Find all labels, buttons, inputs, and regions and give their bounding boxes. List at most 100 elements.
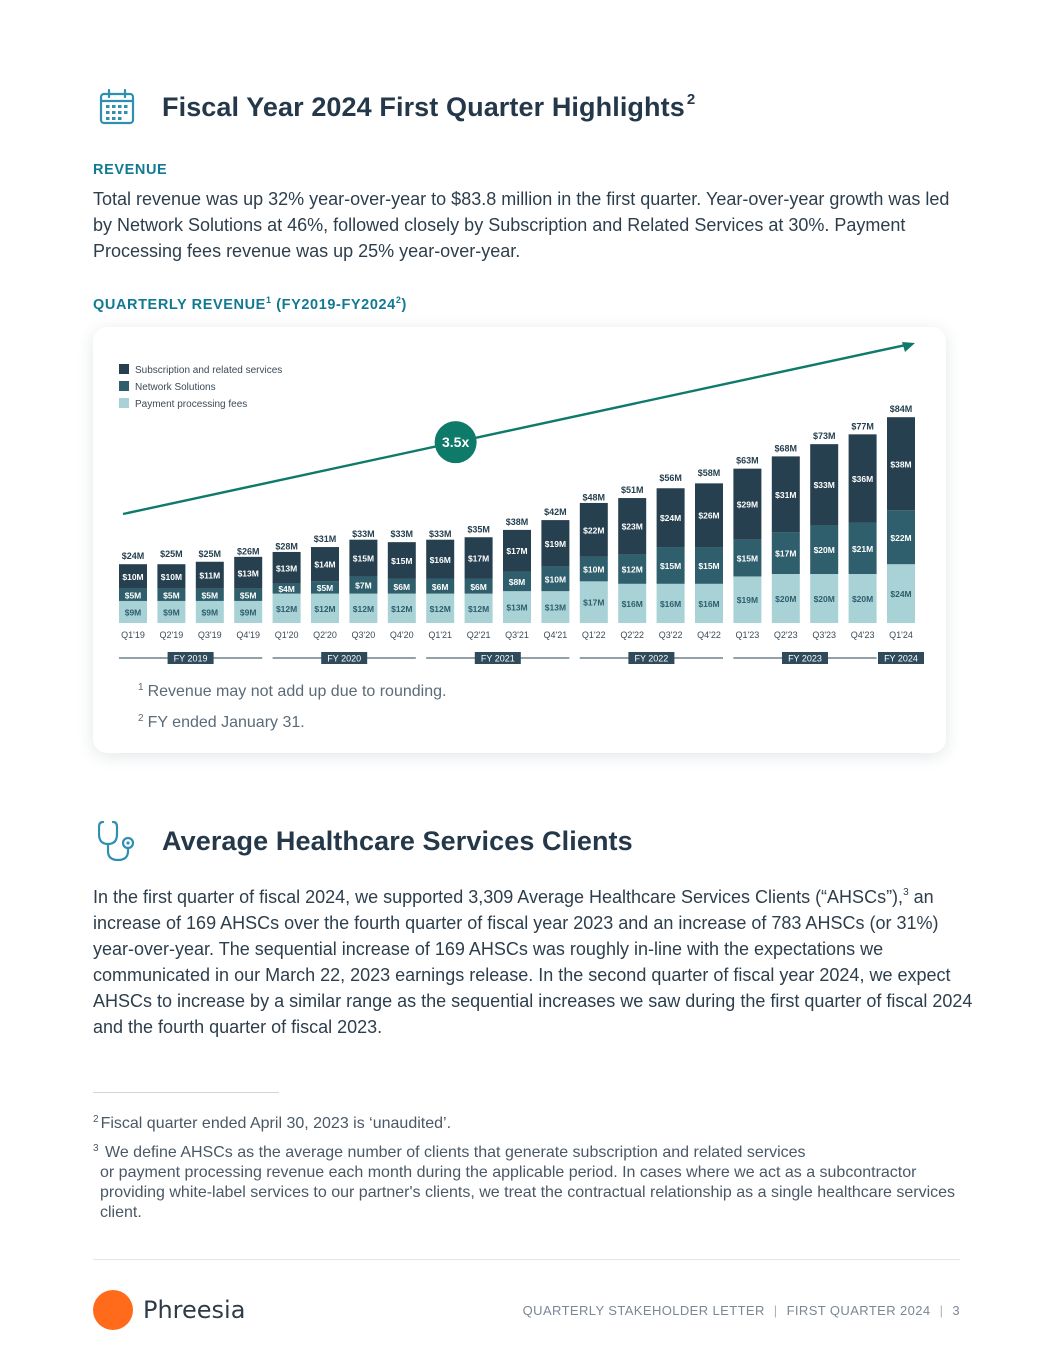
x-tick-label: Q1'20 [275,630,299,640]
bar-value-label: $22M [583,525,604,535]
bar-value-label: $5M [163,590,180,600]
bar-value-label: $13M [506,603,527,613]
calendar-icon [99,88,135,125]
bar-value-label: $17M [583,598,604,608]
bar-value-label: $12M [353,604,374,614]
bar-value-label: $15M [660,561,681,571]
bar-value-label: $31M [775,490,796,500]
bar-segment [387,542,416,579]
bar-value-label: $23M [622,522,643,532]
bar-value-label: $17M [506,546,527,556]
bar-total-label: $25M [199,549,222,559]
bar-segment [157,600,186,623]
revenue-label: REVENUE [93,162,168,178]
bar-segment [848,522,877,574]
bar-segment [733,576,762,623]
bar-segment [119,600,147,623]
chart-note-rounding: 1 Revenue may not add up due to rounding. [138,682,447,700]
bar-value-label: $9M [125,607,142,617]
x-tick-label: Q4'19 [236,630,260,640]
bar-segment [618,498,647,555]
bar-total-label: $33M [391,529,414,539]
bar-value-label: $20M [852,594,873,604]
bar-segment [464,593,493,623]
bar-value-label: $10M [545,574,566,584]
bar-value-label: $26M [698,511,719,521]
growth-badge [434,421,477,464]
ahsc-paragraph: In the first quarter of fiscal 2024, we … [93,887,973,1037]
fiscal-year-tag [628,652,675,664]
x-tick-label: Q1'19 [121,630,145,640]
bar-total-label: $33M [429,529,452,539]
bar-value-label: $13M [545,603,566,613]
bar-value-label: $15M [698,561,719,571]
bar-segment [810,525,839,574]
bar-segment [272,583,301,594]
bar-total-label: $48M [583,492,606,502]
bar-total-label: $28M [275,541,298,551]
footer-doc-title: QUARTERLY STAKEHOLDER LETTER [522,1303,765,1318]
bar-segment [311,581,339,594]
bar-segment [387,593,416,623]
bar-segment [887,564,915,623]
revenue-chart: Subscription and related services Network… [119,342,924,664]
bar-value-label: $10M [161,572,182,582]
bar-segment [426,593,455,623]
bar-segment [810,444,839,525]
bar-total-label: $31M [314,534,337,544]
bar-segment [771,456,800,533]
bar-segment [464,578,493,594]
fiscal-year-tag [167,652,214,664]
bar-segment [234,556,263,589]
x-tick-label: Q2'20 [313,630,337,640]
x-tick-label: Q1'24 [889,630,913,640]
fiscal-year-label: FY 2019 [174,654,208,664]
bar-total-label: $51M [621,485,644,495]
bar-value-label: $20M [775,594,796,604]
bar-value-label: $9M [163,607,180,617]
bar-segment [541,566,570,592]
bar-segment [695,547,723,584]
bar-value-label: $22M [890,533,911,543]
fiscal-year-tag [878,652,924,664]
x-tick-label: Q3'19 [198,630,222,640]
bar-value-label: $16M [622,599,643,609]
x-tick-label: Q3'21 [505,630,529,640]
x-tick-label: Q1'23 [736,630,760,640]
bar-total-label: $63M [736,456,759,466]
x-tick-label: Q1'21 [428,630,452,640]
legend-label: Payment processing fees [135,399,247,410]
bar-segment [810,574,839,623]
x-tick-label: Q3'23 [812,630,836,640]
bar-value-label: $12M [468,604,489,614]
bar-segment [272,593,301,623]
logo-mark [93,1290,133,1330]
legend-label: Subscription and related services [135,365,282,376]
bar-value-label: $13M [276,563,297,573]
bar-value-label: $16M [660,599,681,609]
x-tick-label: Q4'20 [390,630,414,640]
fiscal-year-label: FY 2023 [788,654,822,664]
growth-annotation: 3.5x [442,434,469,450]
bar-segment [618,583,647,623]
bar-value-label: $6M [394,582,411,592]
bar-value-label: $5M [240,590,257,600]
bar-segment [579,502,608,557]
bar-segment [464,537,493,579]
bar-segment [234,588,263,601]
x-tick-label: Q2'21 [467,630,491,640]
bar-total-label: $25M [160,549,183,559]
bar-value-label: $19M [545,539,566,549]
bar-value-label: $12M [391,604,412,614]
growth-arrow-line [122,343,910,516]
bar-value-label: $16M [698,599,719,609]
bar-segment [887,510,915,565]
footer-divider [93,1259,960,1260]
bar-segment [426,539,455,579]
bar-total-label: $58M [698,468,721,478]
bar-segment [195,600,224,623]
highlights-header: Fiscal Year 2024 First Quarter Highlight… [98,88,695,126]
footnote-3: 3 We define AHSCs as the average number … [93,1143,956,1221]
page-title: Fiscal Year 2024 First Quarter Highlight… [162,91,696,122]
bar-segment [541,591,570,623]
